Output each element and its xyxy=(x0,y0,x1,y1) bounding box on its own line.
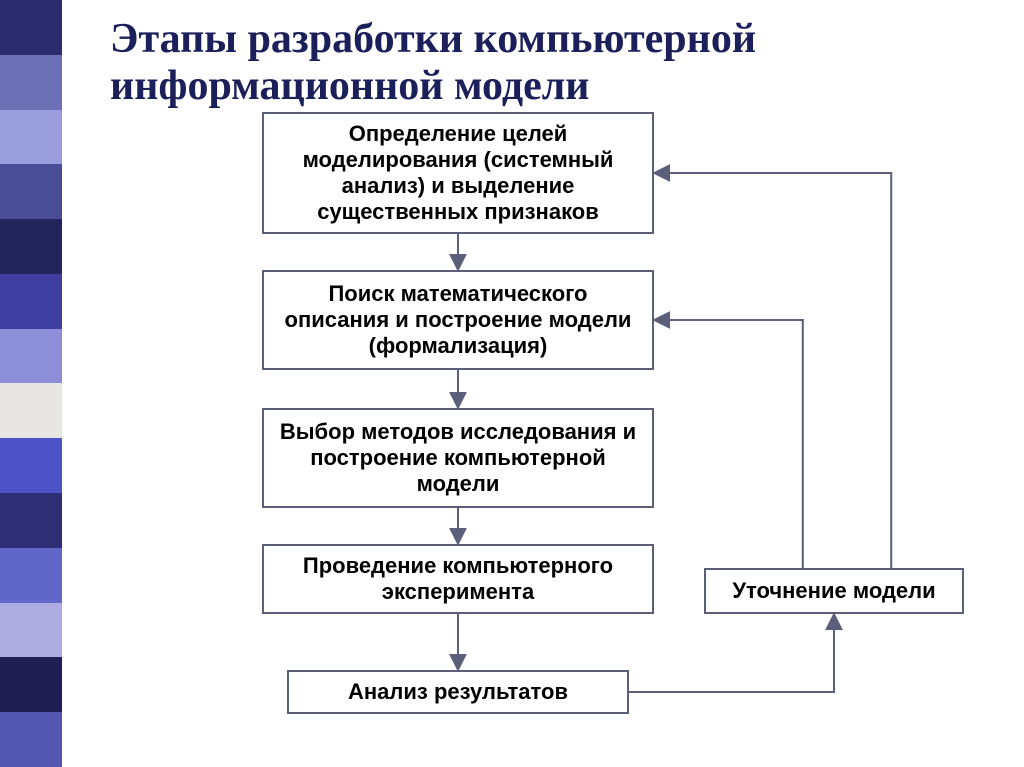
sidebar-square xyxy=(0,493,62,548)
flowchart-node: Проведение компьютерного эксперимента xyxy=(262,544,654,614)
sidebar-square xyxy=(0,0,62,55)
content-area: Этапы разработки компьютерной информацио… xyxy=(62,0,1024,114)
flowchart-node: Выбор методов исследования и построение … xyxy=(262,408,654,508)
sidebar-square xyxy=(0,657,62,712)
sidebar-square xyxy=(0,603,62,658)
flowchart: Определение целей моделирования (системн… xyxy=(62,112,1024,767)
page-title: Этапы разработки компьютерной информацио… xyxy=(110,16,996,110)
flowchart-edge xyxy=(654,320,803,568)
sidebar-square xyxy=(0,219,62,274)
flowchart-node: Поиск математического описания и построе… xyxy=(262,270,654,370)
sidebar-square xyxy=(0,383,62,438)
decorative-sidebar xyxy=(0,0,62,767)
sidebar-square xyxy=(0,274,62,329)
sidebar-square xyxy=(0,438,62,493)
sidebar-square xyxy=(0,164,62,219)
flowchart-node: Уточнение модели xyxy=(704,568,964,614)
flowchart-node: Анализ результатов xyxy=(287,670,629,714)
flowchart-node: Определение целей моделирования (системн… xyxy=(262,112,654,234)
sidebar-square xyxy=(0,548,62,603)
sidebar-square xyxy=(0,110,62,165)
sidebar-square xyxy=(0,712,62,767)
sidebar-square xyxy=(0,329,62,384)
flowchart-edge xyxy=(654,173,891,568)
flowchart-edge xyxy=(629,614,834,692)
sidebar-square xyxy=(0,55,62,110)
